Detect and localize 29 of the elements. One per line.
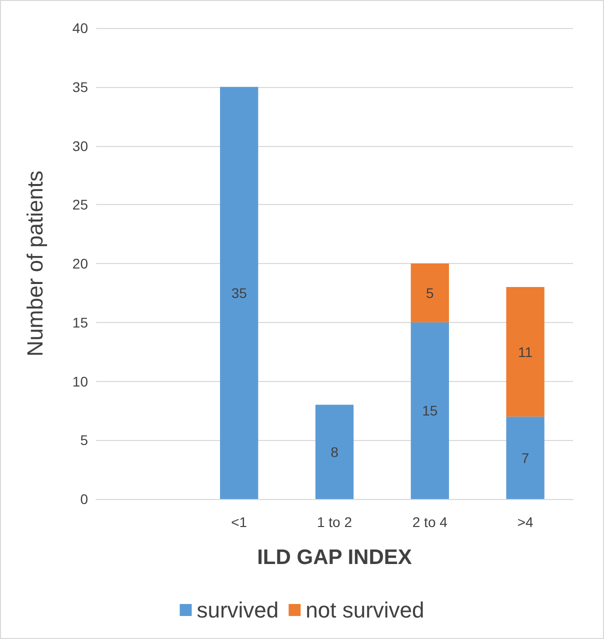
legend-label: not survived [306,598,424,622]
y-tick-label: 35 [72,78,88,95]
bar [506,287,544,417]
y-tick-label: 5 [80,432,88,448]
data-label: 8 [330,444,339,460]
x-tick-label: <1 [231,514,248,530]
data-label: 15 [422,402,438,419]
y-tick-label: 0 [80,491,88,507]
x-tick-label: 2 to 4 [412,514,448,530]
y-tick-label: 10 [72,373,88,390]
data-label: 35 [231,284,248,301]
y-tick-label: 30 [72,138,88,154]
bar [506,416,544,499]
y-tick-label: 20 [72,256,88,272]
bar [220,86,258,499]
bar [315,404,354,499]
y-tick-label: 25 [72,196,88,213]
data-label: 11 [518,344,533,360]
data-label: 5 [426,284,434,301]
y-axis-title: Number of patients [22,170,48,356]
legend-label: survived [196,598,279,622]
y-tick-label: 15 [72,314,88,330]
x-tick-label: 1 to 2 [316,514,352,530]
bar [410,322,449,499]
y-tick-label: 40 [72,20,88,36]
bar [410,264,449,322]
x-tick-label: >4 [517,514,534,530]
x-axis-title: ILD GAP INDEX [257,546,412,569]
data-label: 7 [521,450,530,466]
